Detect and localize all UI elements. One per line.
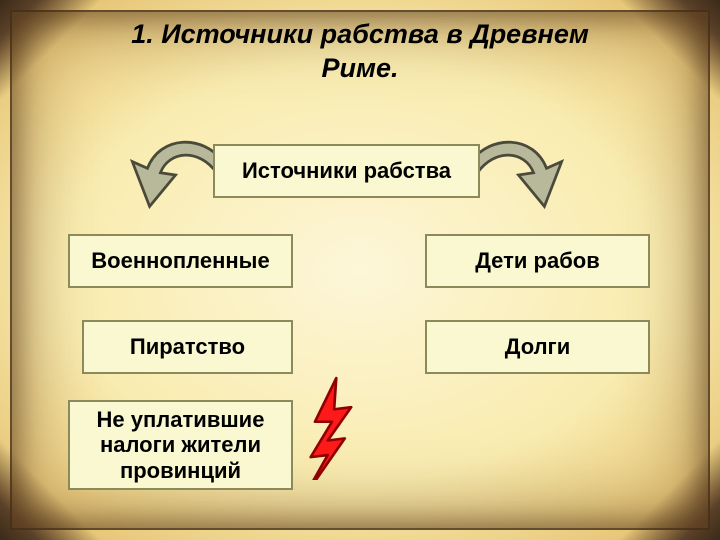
- box-pow: Военнопленные: [68, 234, 293, 288]
- box-debts: Долги: [425, 320, 650, 374]
- title-line2: Риме.: [322, 53, 399, 83]
- box-debts-label: Долги: [505, 334, 571, 359]
- lightning-bolt-icon: [300, 376, 364, 480]
- box-taxes-label: Не уплатившиеналоги жителипровинций: [97, 407, 265, 483]
- box-piracy-label: Пиратство: [130, 334, 245, 359]
- box-root: Источники рабства: [213, 144, 480, 198]
- page-title: 1. Источники рабства в Древнем Риме.: [0, 18, 720, 86]
- box-root-label: Источники рабства: [242, 158, 451, 183]
- box-pow-label: Военнопленные: [91, 248, 269, 273]
- box-children-label: Дети рабов: [475, 248, 600, 273]
- box-piracy: Пиратство: [82, 320, 293, 374]
- box-taxes: Не уплатившиеналоги жителипровинций: [68, 400, 293, 490]
- title-line1: 1. Источники рабства в Древнем: [131, 19, 589, 49]
- box-children: Дети рабов: [425, 234, 650, 288]
